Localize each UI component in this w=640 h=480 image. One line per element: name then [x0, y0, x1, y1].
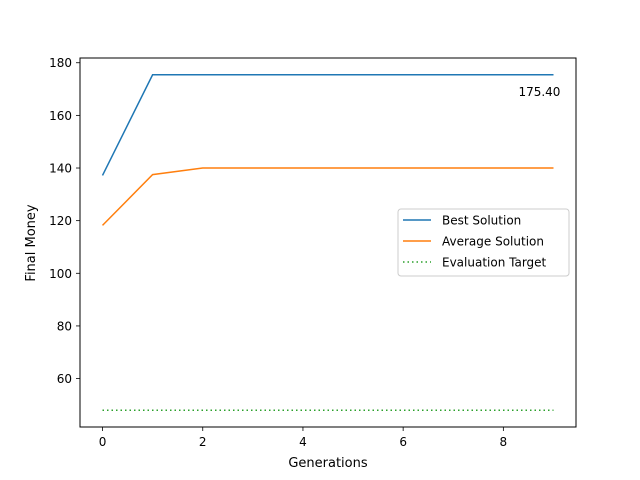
- plot-area: [101, 74, 554, 411]
- y-tick-label: 100: [49, 267, 72, 281]
- x-tick-label: 6: [399, 435, 407, 449]
- legend-label-best-solution: Best Solution: [442, 214, 521, 228]
- y-axis-label: Final Money: [24, 204, 39, 282]
- y-tick-label: 140: [49, 162, 72, 176]
- x-tick-label: 8: [500, 435, 508, 449]
- annotation-label: 175.40: [518, 85, 560, 99]
- legend: Best Solution Average Solution Evaluation …: [397, 208, 570, 277]
- y-tick-label: 120: [49, 214, 72, 228]
- x-tick-label: 0: [99, 435, 107, 449]
- x-axis-ticks: 0 2 4 6 8: [99, 427, 507, 449]
- annotations: 175.40: [518, 85, 560, 99]
- x-tick-label: 4: [299, 435, 307, 449]
- series-line-best-solution: [101, 74, 554, 176]
- y-tick-label: 160: [49, 109, 72, 123]
- y-axis-ticks: 60 80 100 120 140 160 180: [49, 56, 80, 386]
- series-line-average-solution: [101, 167, 554, 226]
- y-tick-label: 80: [57, 319, 72, 333]
- y-tick-label: 180: [49, 56, 72, 70]
- legend-label-average-solution: Average Solution: [442, 235, 544, 249]
- legend-items: Best Solution Average Solution Evaluation …: [403, 214, 547, 270]
- x-tick-label: 2: [199, 435, 207, 449]
- legend-label-evaluation-target: Evaluation Target: [442, 256, 547, 270]
- legend-box: [397, 208, 570, 277]
- x-axis-label: Generations: [288, 456, 368, 471]
- axes-frame: [79, 57, 577, 428]
- y-tick-label: 60: [57, 372, 72, 386]
